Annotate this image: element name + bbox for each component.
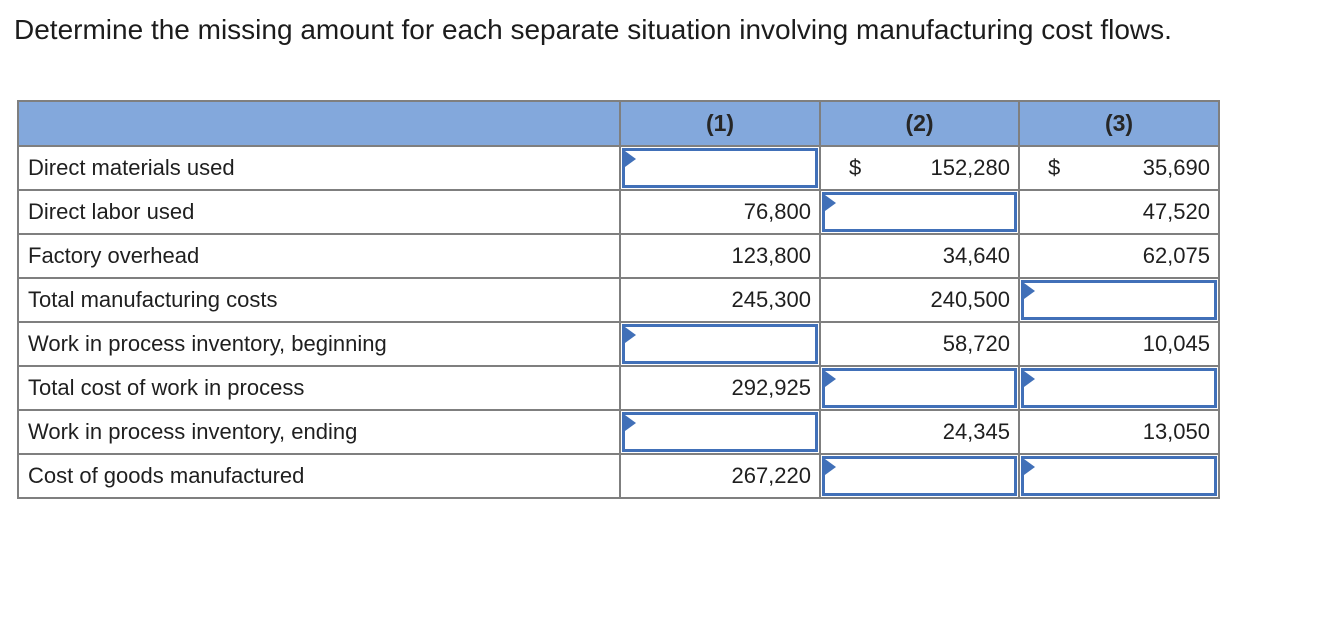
answer-input[interactable] [622, 324, 818, 364]
cell-flag-icon [825, 195, 836, 211]
page-title: Determine the missing amount for each se… [14, 14, 1172, 45]
answer-cell [819, 453, 1020, 499]
answer-input[interactable] [822, 456, 1017, 496]
value-cell: 47,520 [1018, 189, 1220, 235]
answer-cell [1018, 365, 1220, 411]
table-row: Direct materials used $152,280 $35,690 [17, 145, 1220, 191]
cell-value: 152,280 [930, 155, 1010, 180]
cell-value: 10,045 [1142, 331, 1210, 356]
row-label: Total cost of work in process [17, 365, 621, 411]
currency-symbol: $ [1048, 155, 1061, 180]
cell-value: 47,520 [1142, 199, 1210, 224]
table-row: Work in process inventory, beginning 58,7… [17, 321, 1220, 367]
cost-flows-table: (1) (2) (3) Direct materials used $152,28… [17, 100, 1220, 499]
answer-cell [619, 145, 821, 191]
value-cell: 292,925 [619, 365, 821, 411]
answer-input[interactable] [622, 412, 818, 452]
answer-cell [619, 321, 821, 367]
cell-flag-icon [625, 415, 636, 431]
value-cell: $35,690 [1018, 145, 1220, 191]
answer-cell [819, 189, 1020, 235]
cell-value: 24,345 [942, 419, 1010, 444]
table-row: Factory overhead 123,800 34,640 62,075 [17, 233, 1220, 279]
header-col-2: (2) [819, 100, 1020, 147]
answer-input[interactable] [622, 148, 818, 188]
value-cell: 123,800 [619, 233, 821, 279]
cell-value: 34,640 [942, 243, 1010, 268]
cell-value: 267,220 [731, 463, 811, 488]
row-label: Work in process inventory, ending [17, 409, 621, 455]
value-cell: 245,300 [619, 277, 821, 323]
answer-cell [1018, 277, 1220, 323]
value-cell: 240,500 [819, 277, 1020, 323]
header-label-column [17, 100, 621, 147]
cell-value: 245,300 [731, 287, 811, 312]
row-label: Work in process inventory, beginning [17, 321, 621, 367]
table-row: Total cost of work in process 292,925 [17, 365, 1220, 411]
cell-value: 292,925 [731, 375, 811, 400]
cell-flag-icon [1024, 371, 1035, 387]
table-row: Direct labor used 76,800 47,520 [17, 189, 1220, 235]
answer-input[interactable] [822, 368, 1017, 408]
header-col-3: (3) [1018, 100, 1220, 147]
cell-flag-icon [825, 459, 836, 475]
value-cell: 76,800 [619, 189, 821, 235]
value-cell: $152,280 [819, 145, 1020, 191]
value-cell: 24,345 [819, 409, 1020, 455]
cell-flag-icon [625, 327, 636, 343]
header-row: (1) (2) (3) [17, 100, 1220, 147]
row-label: Cost of goods manufactured [17, 453, 621, 499]
value-cell: 34,640 [819, 233, 1020, 279]
row-label: Factory overhead [17, 233, 621, 279]
table-row: Cost of goods manufactured 267,220 [17, 453, 1220, 499]
cell-value: 35,690 [1142, 155, 1210, 180]
answer-cell [619, 409, 821, 455]
cell-value: 76,800 [743, 199, 811, 224]
row-label: Direct labor used [17, 189, 621, 235]
value-cell: 13,050 [1018, 409, 1220, 455]
cell-flag-icon [1024, 459, 1035, 475]
value-cell: 58,720 [819, 321, 1020, 367]
answer-input[interactable] [1021, 280, 1217, 320]
cell-value: 240,500 [930, 287, 1010, 312]
cell-value: 13,050 [1142, 419, 1210, 444]
cell-flag-icon [1024, 283, 1035, 299]
header-col-1: (1) [619, 100, 821, 147]
answer-cell [819, 365, 1020, 411]
value-cell: 267,220 [619, 453, 821, 499]
table-row: Total manufacturing costs 245,300 240,500 [17, 277, 1220, 323]
cell-value: 62,075 [1142, 243, 1210, 268]
answer-input[interactable] [1021, 368, 1217, 408]
answer-input[interactable] [822, 192, 1017, 232]
value-cell: 62,075 [1018, 233, 1220, 279]
row-label: Direct materials used [17, 145, 621, 191]
answer-cell [1018, 453, 1220, 499]
cell-value: 123,800 [731, 243, 811, 268]
cost-table-body: Direct materials used $152,280 $35,690 Dire… [17, 145, 1220, 499]
cell-flag-icon [625, 151, 636, 167]
cell-flag-icon [825, 371, 836, 387]
currency-symbol: $ [849, 155, 862, 180]
cell-value: 58,720 [942, 331, 1010, 356]
answer-input[interactable] [1021, 456, 1217, 496]
row-label: Total manufacturing costs [17, 277, 621, 323]
value-cell: 10,045 [1018, 321, 1220, 367]
table-row: Work in process inventory, ending 24,345 1… [17, 409, 1220, 455]
